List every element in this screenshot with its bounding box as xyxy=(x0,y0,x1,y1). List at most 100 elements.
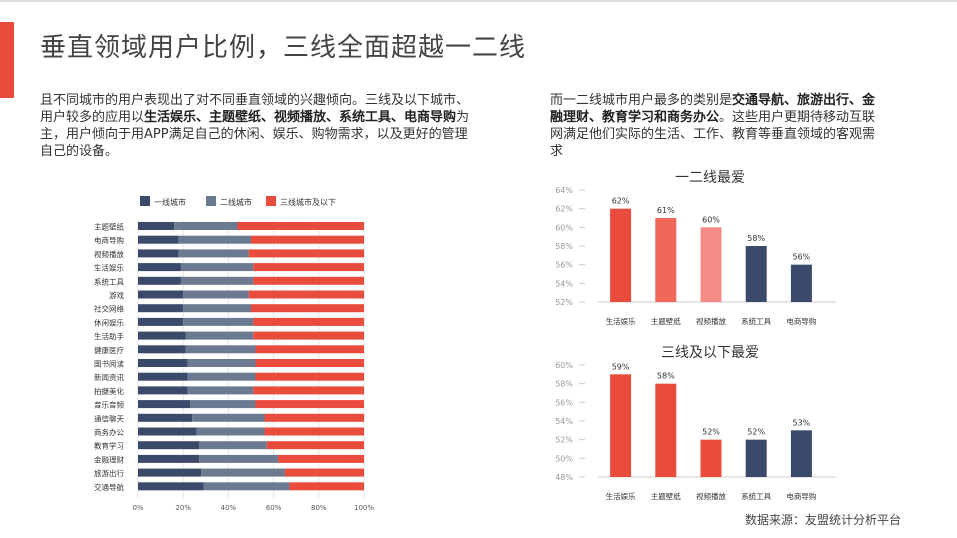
stack-segment-series-1 xyxy=(138,304,184,313)
stack-segment-series-1 xyxy=(138,427,197,436)
left-paragraph: 且不同城市的用户表现出了对不同垂直领域的兴趣倾向。三线及以下城市、用户较多的应用… xyxy=(40,92,480,160)
bar xyxy=(790,264,812,302)
stack-segment-series-2 xyxy=(185,345,256,354)
y-tick-label: 64% xyxy=(555,186,573,195)
stack-segment-series-3 xyxy=(248,249,364,258)
stack-segment-series-2 xyxy=(199,441,267,450)
category-label: 休闲娱乐 xyxy=(94,317,124,327)
stack-segment-series-3 xyxy=(255,400,364,409)
tier3-favorite-chart: 三线及以下最爱 48% 50% 52% 54% 56% 58% 60% 59% 生活娱乐 58% 主题… xyxy=(555,345,836,501)
x-category-label: 电商导购 xyxy=(786,491,816,501)
bar xyxy=(700,439,722,477)
bar xyxy=(700,227,722,302)
title-accent-bar xyxy=(0,22,14,98)
stack-segment-series-2 xyxy=(192,413,265,422)
bar xyxy=(745,439,767,477)
bar-value-label: 56% xyxy=(793,253,811,262)
y-tick-label: 58% xyxy=(555,242,573,251)
page-title: 垂直领域用户比例，三线全面超越一二线 xyxy=(40,33,527,63)
category-label: 教育学习 xyxy=(94,441,124,451)
x-tick-label: 60% xyxy=(266,504,282,512)
bar-value-label: 53% xyxy=(793,418,811,427)
stack-segment-series-2 xyxy=(199,454,279,463)
stack-segment-series-3 xyxy=(266,441,364,450)
stack-segment-series-1 xyxy=(138,468,202,477)
legend-swatch-1 xyxy=(140,196,150,206)
stack-segment-series-1 xyxy=(138,441,200,450)
category-label: 旅游出行 xyxy=(94,468,124,478)
x-category-label: 系统工具 xyxy=(741,491,771,501)
bar-value-label: 58% xyxy=(657,372,675,381)
y-tick-label: 50% xyxy=(555,454,573,463)
bar xyxy=(610,374,632,477)
y-tick-label: 58% xyxy=(555,380,573,389)
stack-segment-series-1 xyxy=(138,249,179,258)
y-tick-label: 54% xyxy=(555,417,573,426)
stack-segment-series-2 xyxy=(189,400,256,409)
x-category-label: 系统工具 xyxy=(741,316,771,326)
stack-segment-series-2 xyxy=(187,372,256,381)
stack-segment-series-3 xyxy=(237,222,364,230)
x-tick-label: 20% xyxy=(175,504,191,512)
bar-value-label: 52% xyxy=(702,428,720,437)
left-paragraph-text-2: 为主，用户倾向于用APP满足自己的休闲、娱乐、购物需求，以及更好的管理自己的设备… xyxy=(40,110,470,159)
bar-value-label: 62% xyxy=(612,197,630,206)
category-label: 社交网络 xyxy=(94,304,124,314)
stack-segment-series-3 xyxy=(264,413,364,422)
y-tick-label: 54% xyxy=(555,279,573,288)
stack-segment-series-3 xyxy=(278,454,364,463)
y-tick-label: 48% xyxy=(555,473,573,482)
bar-value-label: 59% xyxy=(612,362,630,371)
y-tick-label: 60% xyxy=(555,361,573,370)
x-tick-label: 0% xyxy=(132,504,143,512)
x-tick-label: 40% xyxy=(221,504,237,512)
stack-segment-series-3 xyxy=(284,468,364,477)
x-tick-label: 80% xyxy=(311,504,327,512)
stack-segment-series-1 xyxy=(138,345,186,354)
x-category-label: 主题壁纸 xyxy=(651,316,681,326)
stack-segment-series-1 xyxy=(138,290,184,299)
stack-segment-series-1 xyxy=(138,482,204,491)
y-tick-label: 56% xyxy=(555,261,573,270)
x-category-label: 生活娱乐 xyxy=(606,316,636,326)
stack-segment-series-1 xyxy=(138,400,190,409)
stack-segment-series-2 xyxy=(183,304,251,313)
category-label: 金融理财 xyxy=(94,454,124,464)
stack-segment-series-1 xyxy=(138,263,181,272)
stack-segment-series-3 xyxy=(255,345,364,354)
bar xyxy=(745,246,767,302)
category-label: 交通导航 xyxy=(94,482,124,492)
stack-segment-series-1 xyxy=(138,372,188,381)
left-paragraph-bold: 生活娱乐、主题壁纸、视频播放、系统工具、电商导购 xyxy=(144,110,457,125)
chart-title: 一二线最爱 xyxy=(675,170,745,186)
stack-segment-series-2 xyxy=(196,427,265,436)
category-label: 生活娱乐 xyxy=(94,263,124,273)
right-paragraph-bold: 交通导航、旅游出行、金融理财、教育学习和商务办公 xyxy=(550,93,876,125)
stack-segment-series-2 xyxy=(183,317,254,326)
x-category-label: 视频播放 xyxy=(696,491,726,501)
legend-swatch-2 xyxy=(206,196,216,206)
stack-segment-series-1 xyxy=(138,454,200,463)
stack-segment-series-2 xyxy=(201,468,285,477)
category-label: 拍摄美化 xyxy=(94,386,124,396)
legend-label-2: 二线城市 xyxy=(220,197,252,207)
stack-segment-series-3 xyxy=(251,235,364,244)
y-tick-label: 60% xyxy=(555,223,573,232)
stack-segment-series-3 xyxy=(253,263,364,272)
bar xyxy=(610,208,632,302)
x-tick-label: 100% xyxy=(354,504,374,512)
right-paragraph-text-2: 。这些用户更期待移动互联网满足他们实际的生活、工作、教育等垂直领域的客观需求 xyxy=(550,110,876,159)
stack-segment-series-1 xyxy=(138,317,184,326)
category-label: 商务办公 xyxy=(94,427,124,437)
category-label: 新闻资讯 xyxy=(94,372,124,382)
bar-value-label: 52% xyxy=(747,428,765,437)
stack-segment-series-3 xyxy=(251,304,364,313)
right-paragraph-text-1: 而一二线城市用户最多的类别是 xyxy=(550,93,733,108)
stack-segment-series-1 xyxy=(138,386,188,395)
y-tick-label: 62% xyxy=(555,205,573,214)
stack-segment-series-2 xyxy=(174,222,238,230)
y-tick-label: 52% xyxy=(555,298,573,307)
stack-segment-series-2 xyxy=(183,290,249,299)
stack-segment-series-3 xyxy=(253,317,364,326)
category-label: 通信聊天 xyxy=(94,413,124,423)
